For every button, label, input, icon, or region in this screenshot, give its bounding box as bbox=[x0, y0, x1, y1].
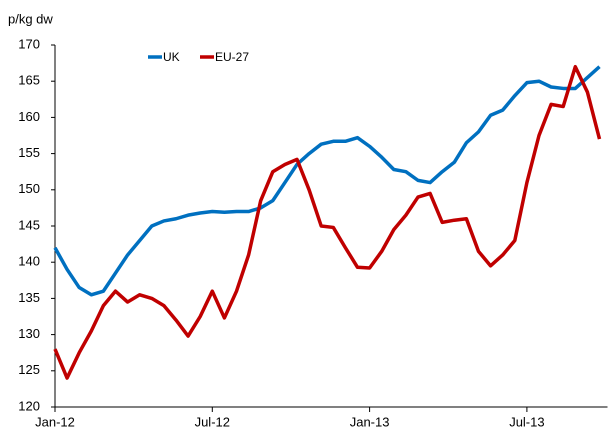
y-tick-label: 155 bbox=[18, 145, 40, 160]
y-tick-label: 165 bbox=[18, 73, 40, 88]
x-tick-label: Jul-12 bbox=[195, 414, 230, 429]
y-axis-label: p/kg dw bbox=[8, 11, 53, 26]
y-tick-label: 125 bbox=[18, 362, 40, 377]
y-tick-label: 150 bbox=[18, 181, 40, 196]
legend-label: EU-27 bbox=[215, 50, 249, 64]
y-tick-label: 145 bbox=[18, 217, 40, 232]
series-line bbox=[53, 65, 601, 297]
y-tick-label: 135 bbox=[18, 290, 40, 305]
y-tick-label: 120 bbox=[18, 398, 40, 413]
y-tick-label: 130 bbox=[18, 326, 40, 341]
y-tick-label: 170 bbox=[18, 36, 40, 51]
y-tick-label: 160 bbox=[18, 109, 40, 124]
x-tick-label: Jan-12 bbox=[35, 414, 75, 429]
x-tick-label: Jan-13 bbox=[350, 414, 390, 429]
x-tick-label: Jul-13 bbox=[509, 414, 544, 429]
y-tick-label: 140 bbox=[18, 254, 40, 269]
legend-label: UK bbox=[163, 50, 180, 64]
series-line bbox=[53, 64, 602, 380]
